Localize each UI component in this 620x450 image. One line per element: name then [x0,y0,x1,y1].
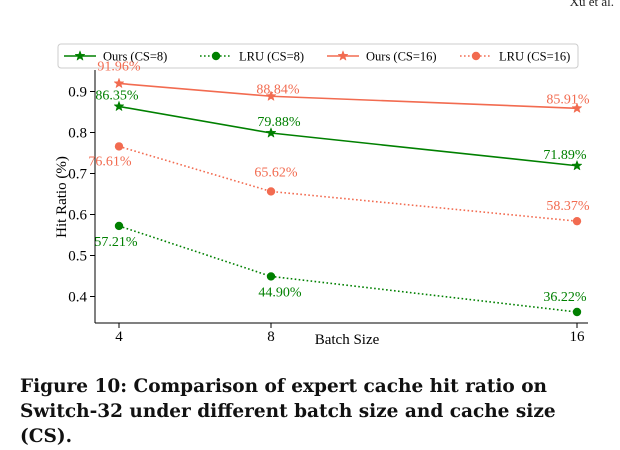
legend-marker [211,51,221,61]
running-header: Xu et al. [569,0,614,9]
legend-marker [337,50,349,61]
data-point [571,159,583,171]
data-point [113,100,125,112]
y-tick-label: 0.8 [68,126,87,142]
y-tick-label: 0.4 [68,290,87,306]
series-lines [113,77,583,317]
y-axis-title: Hit Ratio (%) [54,156,70,238]
data-point [265,127,277,138]
axes: 0.4 0.5 0.6 0.7 0.8 0.9 4 8 16 Batch Size Hit Rati… [54,70,588,348]
series-line-1 [118,225,578,313]
legend-label: LRU (CS=8) [239,50,304,64]
data-label: 85.91% [546,92,590,107]
data-label: 86.35% [95,88,139,103]
data-point [114,221,124,231]
series-line-2 [118,82,578,110]
data-point [265,90,277,102]
x-tick-label: 4 [115,329,123,345]
data-label: 71.89% [543,148,587,163]
series-line-3 [118,145,578,222]
x-tick-label: 16 [570,329,586,345]
data-point [266,187,276,196]
data-label: 36.22% [543,290,587,305]
data-label: 58.37% [546,199,590,214]
y-tick-label: 0.6 [68,208,87,224]
data-point [572,307,582,317]
y-tick-label: 0.9 [68,85,87,101]
data-label: 57.21% [94,235,138,250]
legend: Ours (CS=8) LRU (CS=8) Ours (CS=16) LRU (CS… [57,43,579,69]
data-point [266,272,276,281]
data-point [113,77,125,89]
legend-marker [471,51,481,61]
x-axis-title: Batch Size [315,332,380,348]
data-labels: 86.35% 79.88% 71.89% 57.21% 44.90% 36.22% 91.9… [88,59,590,305]
data-point [572,216,582,226]
data-label: 79.88% [257,115,301,130]
series-line-0 [118,105,578,167]
data-point [571,102,583,114]
data-label: 91.96% [97,59,141,74]
data-label: 76.61% [88,154,132,169]
data-point [114,142,124,151]
y-tick-label: 0.7 [68,167,87,183]
figure-caption: Figure 10: Comparison of expert cache hi… [20,376,556,447]
legend-marker [74,50,86,61]
legend-frame [57,43,579,69]
legend-label: Ours (CS=8) [103,50,167,64]
hit-ratio-chart: Ours (CS=8) LRU (CS=8) Ours (CS=16) LRU (CS… [54,43,590,348]
data-label: 88.84% [256,82,300,97]
data-label: 65.62% [254,165,298,180]
x-tick-label: 8 [267,329,275,345]
legend-label: Ours (CS=16) [366,50,437,64]
data-label: 44.90% [258,285,302,300]
y-tick-label: 0.5 [68,249,87,265]
legend-label: LRU (CS=16) [499,50,570,64]
